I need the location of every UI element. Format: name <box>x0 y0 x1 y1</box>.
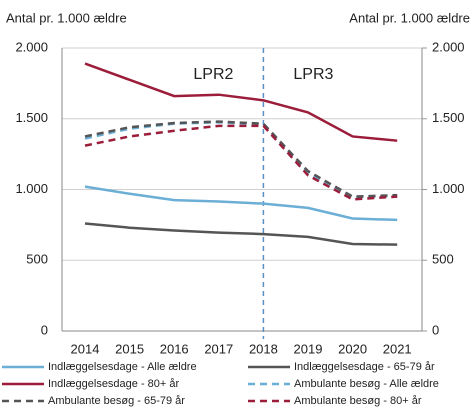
y-tick-label: 500 <box>26 252 48 267</box>
y-axis-label: Antal pr. 1.000 ældre <box>6 10 127 25</box>
legend-label: Ambulante besøg - 80+ år <box>294 395 422 407</box>
x-tick-label: 2021 <box>383 341 412 356</box>
x-tick-label: 2014 <box>71 341 100 356</box>
line-series <box>84 121 398 199</box>
line-series <box>84 120 398 198</box>
x-tick-label: 2017 <box>204 341 233 356</box>
legend-label: Ambulante besøg - 65-79 år <box>48 395 185 407</box>
annotation: LPR3 <box>293 66 333 83</box>
x-tick-label: 2018 <box>249 341 278 356</box>
legend-label: Ambulante besøg - Alle ældre <box>294 378 439 390</box>
y2-axis-label: Antal pr. 1.000 ældre <box>349 10 470 25</box>
line-series <box>84 124 398 201</box>
legend-label: Indlæggelsesdage - 80+ år <box>48 378 180 390</box>
legend-label: Indlæggelsesdage - 65-79 år <box>294 361 435 373</box>
x-tick-label: 2016 <box>160 341 189 356</box>
y2-tick-label: 500 <box>432 252 454 267</box>
y-tick-label: 1.500 <box>15 110 48 125</box>
y-tick-label: 0 <box>41 322 48 337</box>
y-tick-label: 1.000 <box>15 181 48 196</box>
annotation: LPR2 <box>193 66 233 83</box>
y2-tick-label: 1.000 <box>432 181 465 196</box>
line-series <box>84 222 398 246</box>
line-series <box>84 185 398 222</box>
line-series <box>84 62 398 142</box>
y-tick-label: 2.000 <box>15 39 48 54</box>
y2-tick-label: 1.500 <box>432 110 465 125</box>
y2-tick-label: 2.000 <box>432 39 465 54</box>
x-tick-label: 2020 <box>338 341 367 356</box>
x-tick-label: 2019 <box>294 341 323 356</box>
y2-tick-label: 0 <box>432 322 439 337</box>
legend-label: Indlæggelsesdage - Alle ældre <box>48 361 197 373</box>
x-tick-label: 2015 <box>115 341 144 356</box>
